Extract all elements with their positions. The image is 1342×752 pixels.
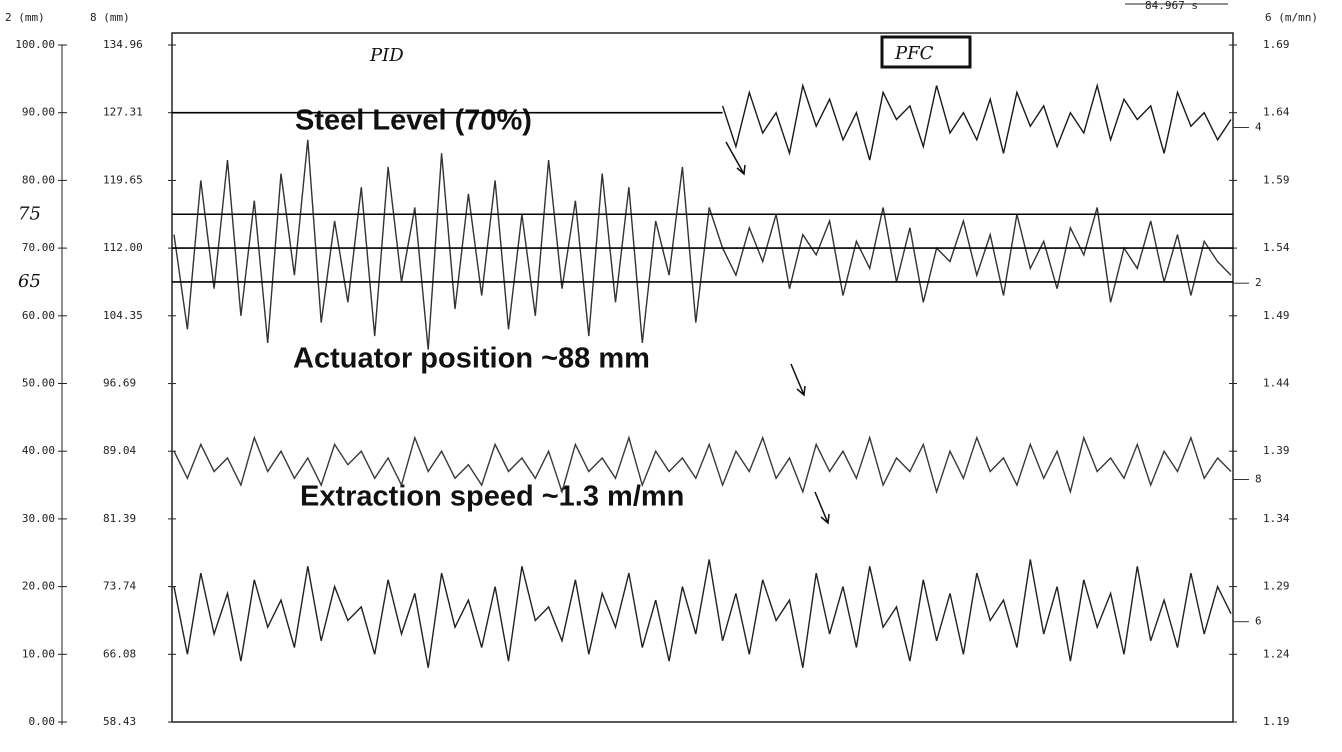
y3-axis-label: 6 (m/mn) [1265,11,1318,24]
series-line [173,559,1232,668]
y2-tick-label: 104.35 [103,309,143,322]
y-tick-label: 50.00 [22,377,55,390]
y2-tick-label: 112.00 [103,241,143,254]
time-span: 84.967 s [1145,0,1198,12]
arrow [790,363,806,397]
y2-tick-label: 66.08 [103,647,136,660]
legend-label: 6 [1255,615,1262,628]
y-tick-label: 70.00 [22,241,55,254]
y-tick-label: 100.00 [15,38,55,51]
y3-tick-label: 1.59 [1263,173,1290,186]
legend-label: 8 [1255,473,1262,486]
y-axis-label: 2 (mm) [5,11,45,24]
annotation: Extraction speed ~1.3 m/mn [300,481,684,513]
y3-tick-label: 1.24 [1263,647,1290,660]
mode-label: PFC [894,43,934,64]
y2-tick-label: 119.65 [103,173,143,186]
y3-tick-label: 1.34 [1263,512,1290,525]
arrows [725,141,830,525]
y3-tick-label: 1.29 [1263,580,1290,593]
y-tick-label: 0.00 [29,715,56,728]
mode-label: PID [369,45,404,66]
y3-tick-label: 1.64 [1263,106,1290,119]
arrow [814,491,830,525]
y2-axis-label: 8 (mm) [90,11,130,24]
y2-tick-label: 58.43 [103,715,136,728]
y-tick-label: 30.00 [22,512,55,525]
y-tick-label: 40.00 [22,444,55,457]
y2-tick-label: 134.96 [103,38,143,51]
series-line [173,139,1232,350]
arrow [725,141,746,176]
annotation: Actuator position ~88 mm [293,343,650,375]
y-tick-label: 90.00 [22,106,55,119]
y2-tick-label: 81.39 [103,512,136,525]
mode-box [880,35,972,69]
y2-tick-label: 89.04 [103,444,136,457]
y2-tick-label: 127.31 [103,106,143,119]
y3-tick-label: 1.49 [1263,309,1290,322]
y3-tick-label: 1.19 [1263,715,1290,728]
y3-tick-label: 1.69 [1263,38,1290,51]
hand-label: 65 [18,271,41,292]
legend-label: 2 [1255,276,1262,289]
y3-tick-label: 1.39 [1263,444,1290,457]
annotation: Steel Level (70%) [295,105,532,137]
y-tick-label: 20.00 [22,580,55,593]
y-tick-label: 60.00 [22,309,55,322]
y2-tick-label: 96.69 [103,377,136,390]
series-line [173,435,1232,495]
hand-label: 75 [18,203,41,224]
y3-tick-label: 1.44 [1263,377,1290,390]
y-tick-label: 80.00 [22,173,55,186]
y3-tick-label: 1.54 [1263,241,1290,254]
series-line [721,82,1232,161]
legend-label: 4 [1255,120,1262,133]
y2-tick-label: 73.74 [103,580,136,593]
y-tick-label: 10.00 [22,647,55,660]
